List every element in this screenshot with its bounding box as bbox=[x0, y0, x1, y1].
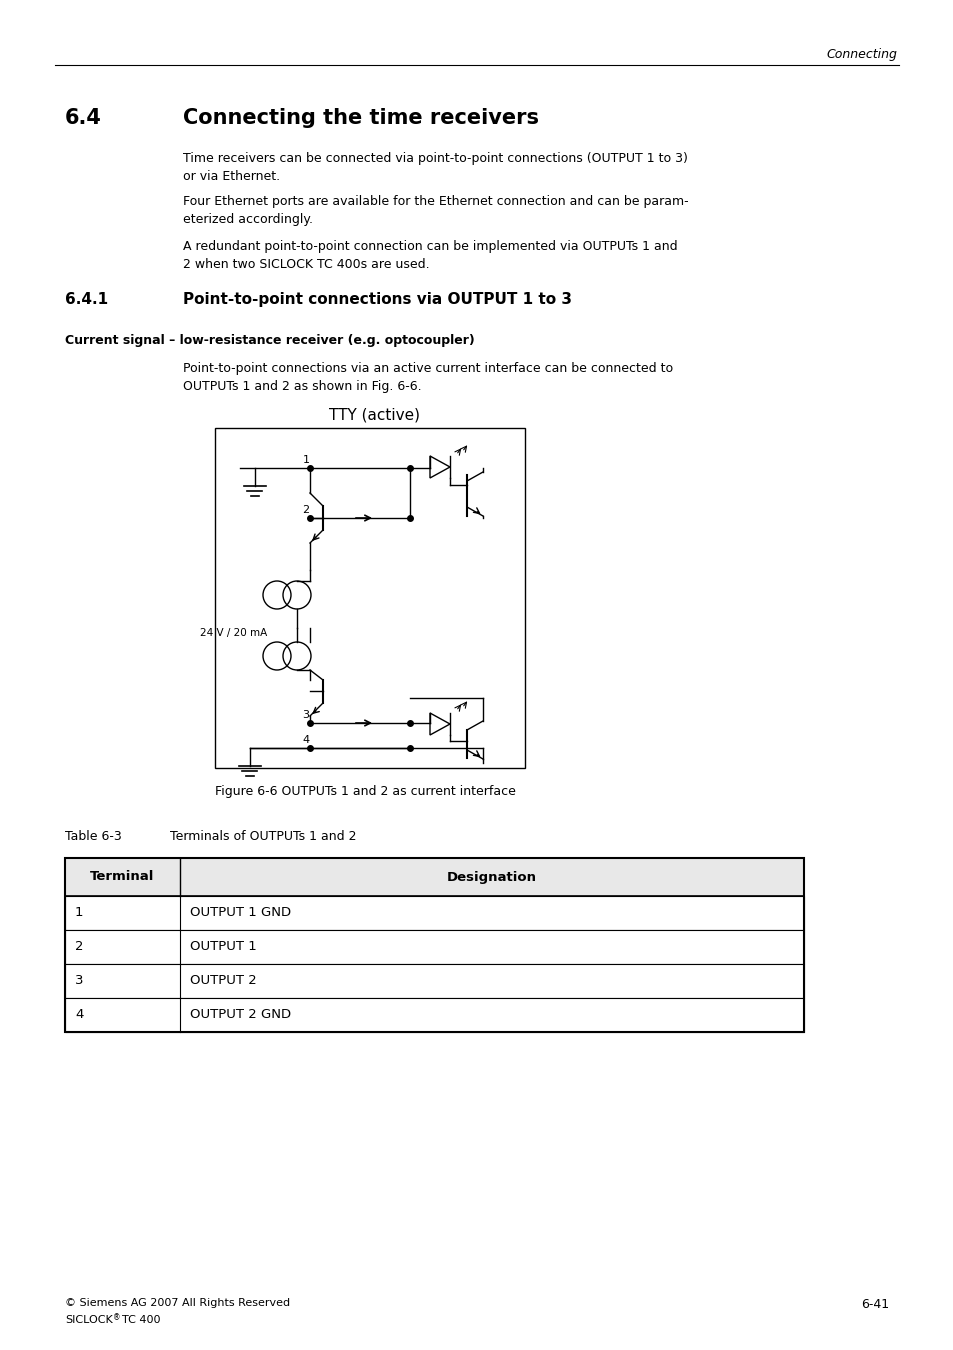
Text: Terminals of OUTPUTs 1 and 2: Terminals of OUTPUTs 1 and 2 bbox=[170, 830, 356, 842]
Text: TC 400: TC 400 bbox=[122, 1315, 160, 1324]
Text: Connecting: Connecting bbox=[825, 49, 896, 61]
Text: Connecting the time receivers: Connecting the time receivers bbox=[183, 108, 538, 128]
Bar bbox=[65, 964, 803, 998]
Text: 2: 2 bbox=[302, 505, 309, 514]
Text: Four Ethernet ports are available for the Ethernet connection and can be param-
: Four Ethernet ports are available for th… bbox=[183, 194, 688, 225]
Text: OUTPUT 1 GND: OUTPUT 1 GND bbox=[190, 906, 291, 919]
Text: Table 6-3: Table 6-3 bbox=[65, 830, 122, 842]
Text: OUTPUT 2 GND: OUTPUT 2 GND bbox=[190, 1008, 291, 1022]
Text: OUTPUT 1: OUTPUT 1 bbox=[190, 941, 256, 953]
Bar bbox=[65, 859, 803, 896]
Text: Figure 6-6 OUTPUTs 1 and 2 as current interface: Figure 6-6 OUTPUTs 1 and 2 as current in… bbox=[214, 784, 516, 798]
Text: 1: 1 bbox=[302, 455, 309, 464]
Text: 1: 1 bbox=[75, 906, 84, 919]
Bar bbox=[65, 859, 803, 1031]
Text: SICLOCK: SICLOCK bbox=[65, 1315, 112, 1324]
Bar bbox=[65, 930, 803, 964]
Text: ®: ® bbox=[112, 1314, 120, 1322]
Text: 6.4.1: 6.4.1 bbox=[65, 292, 108, 306]
Text: Point-to-point connections via OUTPUT 1 to 3: Point-to-point connections via OUTPUT 1 … bbox=[183, 292, 572, 306]
Text: Time receivers can be connected via point-to-point connections (OUTPUT 1 to 3)
o: Time receivers can be connected via poin… bbox=[183, 153, 687, 184]
Text: 24 V / 20 mA: 24 V / 20 mA bbox=[200, 628, 267, 639]
Text: A redundant point-to-point connection can be implemented via OUTPUTs 1 and
2 whe: A redundant point-to-point connection ca… bbox=[183, 240, 677, 271]
Text: 4: 4 bbox=[75, 1008, 83, 1022]
Text: 6-41: 6-41 bbox=[860, 1297, 888, 1311]
Text: Current signal – low-resistance receiver (e.g. optocoupler): Current signal – low-resistance receiver… bbox=[65, 333, 475, 347]
Text: 2: 2 bbox=[75, 941, 84, 953]
Bar bbox=[214, 428, 524, 768]
Text: © Siemens AG 2007 All Rights Reserved: © Siemens AG 2007 All Rights Reserved bbox=[65, 1297, 290, 1308]
Text: 3: 3 bbox=[302, 710, 309, 720]
Text: 4: 4 bbox=[302, 734, 309, 745]
Text: OUTPUT 2: OUTPUT 2 bbox=[190, 975, 256, 987]
Bar bbox=[65, 998, 803, 1031]
Bar bbox=[65, 896, 803, 930]
Text: Point-to-point connections via an active current interface can be connected to
O: Point-to-point connections via an active… bbox=[183, 362, 673, 393]
Text: 3: 3 bbox=[75, 975, 84, 987]
Text: TTY (active): TTY (active) bbox=[329, 408, 420, 423]
Text: Designation: Designation bbox=[447, 871, 537, 883]
Text: 6.4: 6.4 bbox=[65, 108, 102, 128]
Text: Terminal: Terminal bbox=[91, 871, 154, 883]
